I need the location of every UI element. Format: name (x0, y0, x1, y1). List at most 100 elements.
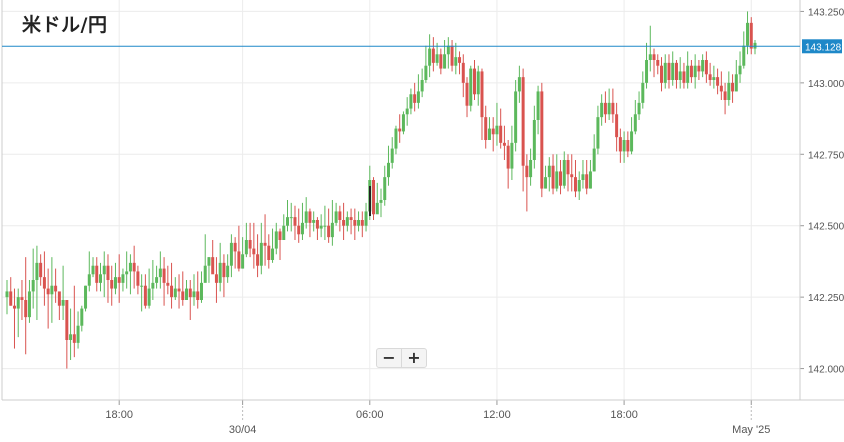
candle (671, 51, 675, 86)
candle-body (674, 62, 678, 80)
candle-body (54, 285, 58, 292)
candle-body (551, 165, 555, 189)
candle (428, 34, 432, 78)
candle-body (61, 300, 65, 306)
candle (16, 288, 20, 338)
candle-body (39, 262, 43, 278)
candle-body (663, 62, 667, 83)
candle-body (401, 114, 405, 132)
candle (162, 257, 166, 306)
candle-body (173, 288, 177, 298)
candle-body (592, 148, 596, 172)
candle (170, 262, 174, 309)
candle (689, 60, 693, 83)
candlestick-series (5, 11, 757, 369)
candle-body (648, 54, 652, 60)
candle-body (409, 94, 413, 109)
candle-body (588, 171, 592, 189)
candle (465, 77, 469, 118)
candle-body (697, 65, 701, 72)
candle-body (113, 277, 117, 289)
candle (712, 65, 716, 89)
candle-body (682, 71, 686, 83)
candle (461, 54, 465, 98)
candle (286, 200, 289, 232)
candle-body (140, 285, 144, 287)
candle (69, 308, 73, 360)
candle (72, 285, 76, 358)
candle (27, 280, 31, 323)
candle (132, 245, 136, 289)
candle (480, 68, 484, 140)
candle-body (607, 102, 611, 115)
candle-body (259, 242, 263, 266)
y-tick-label: 143.000 (808, 79, 844, 90)
candle (207, 257, 211, 283)
candle-body (16, 297, 20, 309)
candle (121, 268, 125, 292)
candle (91, 257, 95, 278)
candle-body (731, 82, 735, 92)
candle (585, 160, 589, 195)
candle (618, 128, 622, 163)
candle-body (170, 285, 174, 298)
candle-body (222, 262, 226, 278)
candle (330, 200, 334, 246)
candle-body (24, 300, 28, 318)
y-axis: 142.000 142.250 142.500 142.750 143.000 143.2… (1, 0, 844, 401)
candle (697, 60, 701, 80)
candle-body (570, 174, 574, 178)
candle (529, 148, 533, 186)
candle (342, 202, 346, 240)
candle (633, 100, 637, 135)
candle-body (476, 71, 480, 95)
candle-body (723, 91, 727, 100)
candle-body (117, 277, 121, 283)
candle-body (312, 220, 316, 223)
candle (742, 31, 746, 69)
candle-body (641, 82, 645, 103)
candle (237, 225, 241, 272)
candle (405, 97, 409, 126)
candle (125, 251, 129, 289)
candle (746, 11, 750, 55)
x-tick-label: 18:00 (105, 409, 133, 421)
candle-body (300, 222, 304, 235)
candle-body (383, 177, 387, 200)
candle-body (241, 254, 245, 269)
candle-body (185, 288, 189, 300)
candle (401, 111, 405, 135)
candle (76, 311, 80, 349)
candle-body (547, 165, 551, 178)
candle (297, 208, 301, 243)
candle-body (626, 140, 630, 152)
candle-body (749, 22, 753, 49)
candle (334, 202, 338, 226)
candle-body (76, 325, 80, 343)
zoom-in-button[interactable]: + (401, 349, 426, 367)
candle-body (454, 57, 458, 66)
candle-body (712, 77, 716, 80)
candle-body (214, 274, 218, 283)
candle (353, 208, 357, 240)
candle-body (5, 291, 9, 298)
candle-body (532, 120, 536, 160)
candle-body (181, 291, 185, 300)
candle-body (166, 282, 170, 286)
candle (308, 208, 312, 238)
candle-body (9, 291, 13, 306)
candle-body (630, 131, 634, 152)
candle (517, 65, 521, 103)
candle (648, 25, 652, 72)
zoom-out-button[interactable]: − (382, 348, 396, 367)
candle-body (233, 242, 237, 252)
candle (173, 277, 177, 300)
candle (734, 60, 738, 92)
candle-body (102, 265, 106, 275)
candle-body (566, 160, 570, 175)
candle (753, 40, 757, 55)
candle-body (704, 60, 708, 75)
candle-body (633, 114, 637, 132)
candle-body (510, 142, 514, 169)
